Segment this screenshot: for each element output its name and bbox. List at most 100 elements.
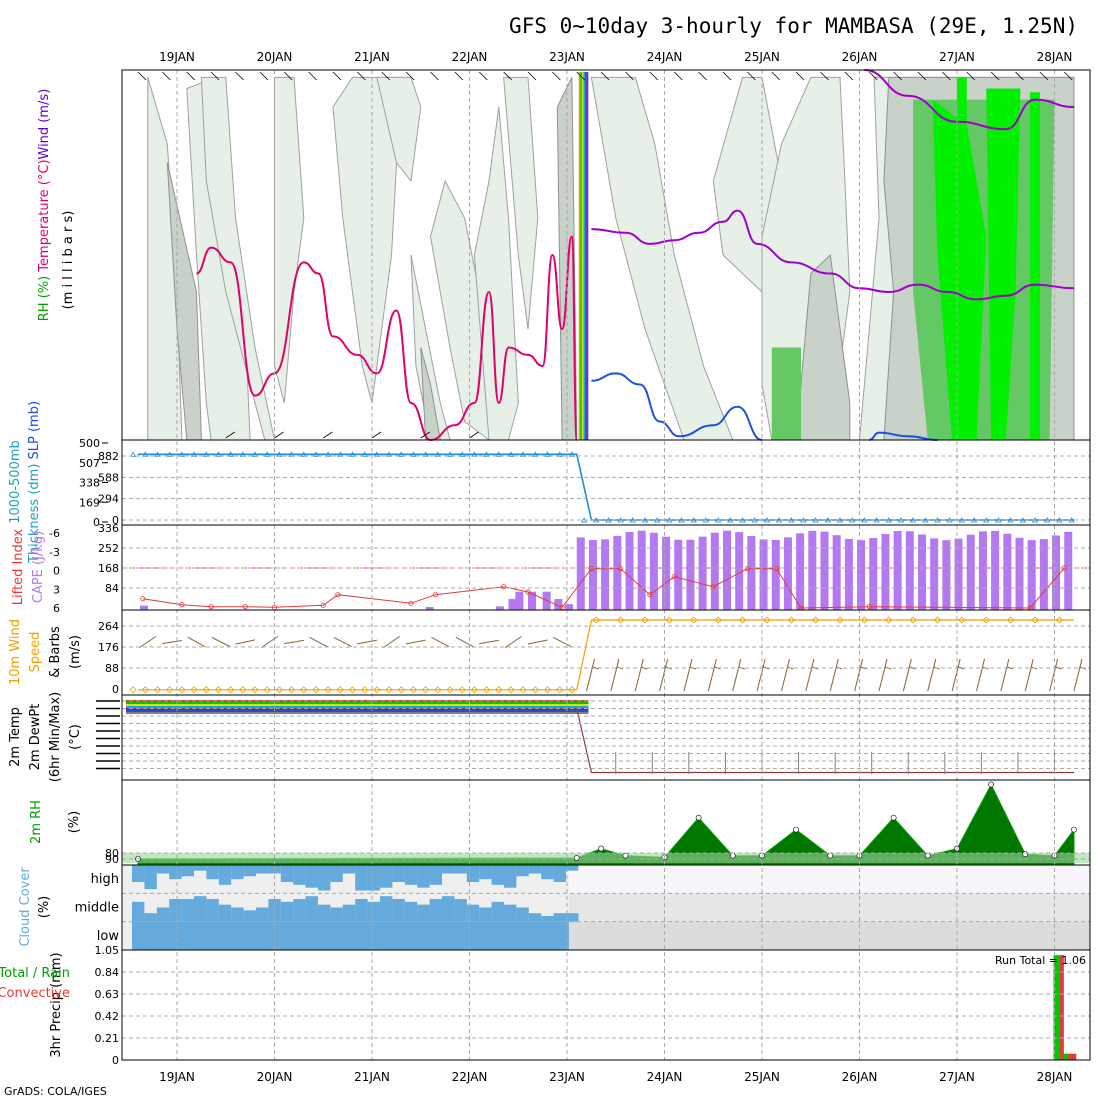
wind-ylabel-3-part: & Barbs bbox=[48, 626, 63, 678]
wind-barb bbox=[707, 658, 717, 692]
precip-ylabel-part: 3hr Precip (mm) bbox=[49, 952, 64, 1057]
wind-barb bbox=[431, 636, 450, 648]
cape-bar-small bbox=[495, 606, 504, 610]
cape-bar bbox=[649, 532, 658, 610]
cloud-high-bar bbox=[194, 865, 207, 871]
rh-region bbox=[590, 76, 734, 441]
wind-barb bbox=[552, 637, 572, 647]
li-tick: 0 bbox=[53, 565, 60, 578]
streak-mark bbox=[586, 72, 589, 440]
cape-bar bbox=[942, 540, 951, 610]
upper-wind-barb bbox=[552, 71, 561, 81]
upper-wind-barb-low bbox=[323, 431, 333, 439]
cloud-high-bar bbox=[169, 865, 182, 880]
chart-title: GFS 0~10day 3-hourly for MAMBASA (29E, 1… bbox=[509, 14, 1078, 38]
temp-band bbox=[126, 702, 589, 704]
rh-region bbox=[1030, 92, 1040, 440]
precip-conv-label: Convective bbox=[0, 986, 70, 1001]
cape-bar-small bbox=[528, 591, 536, 610]
li-marker bbox=[208, 604, 214, 610]
date-label-bottom: 23JAN bbox=[549, 1070, 585, 1084]
temp2m-line bbox=[138, 707, 1074, 774]
temp-ylabel: 2m Temp bbox=[8, 707, 23, 767]
wind-barb-flag bbox=[909, 666, 916, 670]
cloud-mid-bar bbox=[132, 901, 145, 922]
wind-ylabel-2: Speed bbox=[28, 632, 43, 673]
wind-speed-marker bbox=[434, 686, 442, 694]
cloud-mid-bar bbox=[367, 901, 380, 922]
panel-backgrounds bbox=[122, 76, 1090, 950]
wind-speed-marker bbox=[495, 686, 503, 694]
cloud-high-bar bbox=[491, 865, 504, 885]
upper-wind-barb bbox=[747, 71, 756, 81]
cloud-bg-low bbox=[568, 921, 1090, 950]
wind-barb bbox=[781, 658, 790, 692]
temp-ylabel-units-part: (°C) bbox=[68, 724, 83, 750]
slp-marker bbox=[458, 451, 466, 457]
precip-total-bar bbox=[1053, 955, 1064, 1060]
wind-speed-marker bbox=[641, 616, 649, 624]
slp-marker bbox=[215, 451, 222, 457]
wind-speed-marker bbox=[885, 616, 893, 624]
thickness-tick: 0 bbox=[93, 516, 100, 529]
cape-bar bbox=[857, 540, 866, 610]
slp-marker bbox=[410, 451, 417, 457]
cape-bar bbox=[1039, 539, 1048, 610]
cape-ylabel-part: CAPE (J/kg) bbox=[31, 531, 46, 603]
cloud-high-bar bbox=[206, 865, 219, 880]
cape-bar bbox=[662, 536, 671, 610]
cloud-high-bar bbox=[181, 865, 194, 877]
wind-speed-marker bbox=[836, 616, 844, 624]
cloud-high-bar bbox=[342, 865, 356, 874]
li-ylabel: Lifted Index bbox=[11, 528, 26, 605]
wind-barb bbox=[479, 639, 499, 645]
li-marker bbox=[710, 584, 716, 590]
cape-bar-small bbox=[554, 599, 563, 610]
cloud-high-bar bbox=[479, 865, 492, 880]
cloud-high-bar bbox=[417, 865, 430, 888]
wind-barb-flag bbox=[1006, 666, 1014, 670]
wind-barb bbox=[878, 658, 888, 692]
wind-barb bbox=[261, 635, 279, 649]
cloud-mid-bar bbox=[380, 896, 393, 922]
cape-bar bbox=[747, 535, 756, 610]
wind-speed-marker bbox=[458, 686, 466, 694]
streak-mark bbox=[581, 72, 584, 440]
cape-bar bbox=[832, 535, 841, 610]
date-label-bottom: 28JAN bbox=[1037, 1070, 1073, 1084]
cape-bar bbox=[1003, 533, 1012, 610]
wind-ylabel-2-part: Speed bbox=[28, 632, 43, 673]
slp-marker bbox=[495, 451, 502, 457]
upper-wind-barb bbox=[1063, 71, 1073, 81]
panel-grids bbox=[122, 70, 1090, 1060]
cloud-mid-bar bbox=[206, 899, 219, 922]
rh2m-marker bbox=[1071, 826, 1077, 833]
wind-barb bbox=[187, 636, 206, 648]
cloud-low-bar bbox=[132, 921, 569, 950]
upper-wind-barb bbox=[771, 71, 781, 81]
slp-marker bbox=[446, 451, 454, 457]
upper-wind-barb bbox=[210, 71, 220, 81]
upper-wind-barb bbox=[454, 71, 464, 81]
wind-ylabel: 10m Wind bbox=[8, 619, 23, 685]
slp-tick: 294 bbox=[98, 493, 119, 506]
precip-tick: 0.21 bbox=[95, 1032, 120, 1045]
li-tick: 6 bbox=[53, 602, 60, 615]
wind-barb bbox=[139, 635, 157, 649]
cloud-high-bar bbox=[355, 865, 368, 891]
wind-ylabel-units-part: (m/s) bbox=[68, 635, 83, 669]
cloud-mid-bar bbox=[243, 910, 256, 922]
wind-speed-marker bbox=[1055, 616, 1063, 624]
cloud-mid-bar bbox=[156, 907, 170, 922]
cloud-mid-bar bbox=[256, 907, 269, 922]
li-marker bbox=[140, 596, 146, 602]
cloud-high-bar bbox=[528, 865, 542, 874]
panel-frame-wind bbox=[121, 609, 1091, 696]
cape-bar bbox=[1052, 535, 1061, 610]
wind-speed-marker bbox=[422, 686, 430, 694]
cloud-mid-bar bbox=[553, 913, 566, 922]
wind-speed-marker bbox=[373, 686, 381, 694]
cape-bar bbox=[637, 530, 646, 610]
slp-marker bbox=[129, 451, 137, 457]
precip-total-label: Total / Rain bbox=[0, 966, 70, 981]
